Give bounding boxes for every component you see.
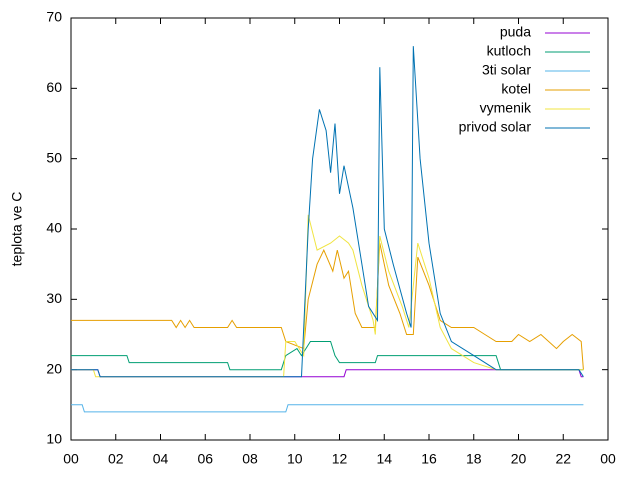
legend-label: puda [500, 24, 531, 40]
legend-label: kutloch [487, 43, 531, 59]
x-tick-label: 08 [242, 451, 258, 467]
x-tick-label: 02 [108, 451, 124, 467]
x-tick-label: 06 [197, 451, 213, 467]
legend-label: vymenik [480, 100, 532, 116]
x-tick-label: 04 [153, 451, 169, 467]
y-tick-label: 70 [46, 9, 62, 25]
legend-label: privod solar [459, 119, 532, 135]
x-tick-label: 14 [376, 451, 392, 467]
y-tick-label: 30 [46, 290, 62, 306]
series-line [71, 214, 584, 378]
series-line [71, 242, 584, 370]
y-tick-label: 50 [46, 149, 62, 165]
y-tick-label: 20 [46, 360, 62, 376]
series-line [71, 46, 584, 378]
legend-label: kotel [501, 81, 531, 97]
legend-label: 3ti solar [482, 62, 531, 78]
x-tick-label: 10 [287, 451, 303, 467]
x-tick-label: 12 [332, 451, 348, 467]
series-line [71, 404, 584, 413]
x-tick-label: 16 [421, 451, 437, 467]
x-tick-label: 00 [63, 451, 79, 467]
series-line [71, 341, 584, 371]
y-tick-label: 60 [46, 79, 62, 95]
x-tick-label: 18 [466, 451, 482, 467]
x-tick-label: 00 [600, 451, 616, 467]
y-tick-label: 40 [46, 220, 62, 236]
y-axis-label: teplota ve C [9, 192, 25, 267]
x-tick-label: 22 [555, 451, 571, 467]
y-tick-label: 10 [46, 431, 62, 447]
x-tick-label: 20 [511, 451, 527, 467]
